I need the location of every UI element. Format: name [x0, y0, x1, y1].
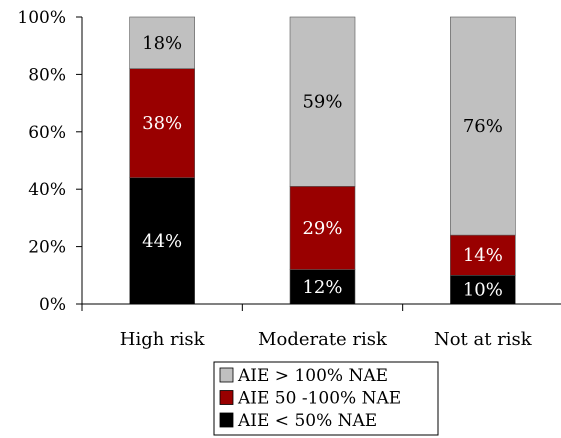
legend-swatch	[219, 390, 234, 405]
y-tick-label: 40%	[28, 180, 66, 200]
bar-segment	[289, 269, 356, 305]
bar-segment	[289, 186, 356, 270]
x-category-label: High risk	[120, 329, 206, 350]
y-tick-label: 100%	[17, 8, 66, 28]
data-label: 38%	[142, 113, 182, 134]
y-tick-label: 60%	[28, 123, 66, 143]
y-tick-label: 80%	[28, 65, 66, 85]
x-category-label: Not at risk	[434, 329, 533, 350]
legend-swatch	[219, 367, 234, 383]
x-category-label: Moderate risk	[258, 329, 388, 350]
bar-segment	[129, 177, 195, 305]
legend-label: AIE < 50% NAE	[237, 411, 377, 431]
data-label: 29%	[302, 218, 342, 239]
bar-segment	[450, 234, 516, 276]
data-label: 10%	[463, 280, 503, 301]
axes-layer: 0% 20% 40% 60% 80% 100% High risk Moderate risk…	[17, 8, 561, 350]
bar-segment	[129, 16, 195, 69]
legend-swatch	[219, 412, 234, 428]
data-label: 59%	[302, 92, 342, 113]
legend-label: AIE > 100% NAE	[237, 366, 388, 386]
data-label: 76%	[463, 116, 503, 137]
y-tick-label: 20%	[28, 238, 66, 258]
y-tick-label: 0%	[39, 295, 66, 315]
bar-segment	[129, 68, 195, 179]
bars-layer: 44% 38% 18% 12% 29% 59% 10% 14% 76%	[129, 16, 516, 305]
data-label: 44%	[142, 231, 182, 252]
legend-label: AIE 50 -100% NAE	[237, 389, 401, 409]
data-label: 12%	[302, 277, 342, 298]
legend-box	[213, 361, 439, 436]
bar-segment	[289, 16, 356, 187]
data-label: 18%	[142, 33, 182, 54]
bar-segment	[450, 16, 516, 236]
data-label: 14%	[463, 245, 503, 266]
